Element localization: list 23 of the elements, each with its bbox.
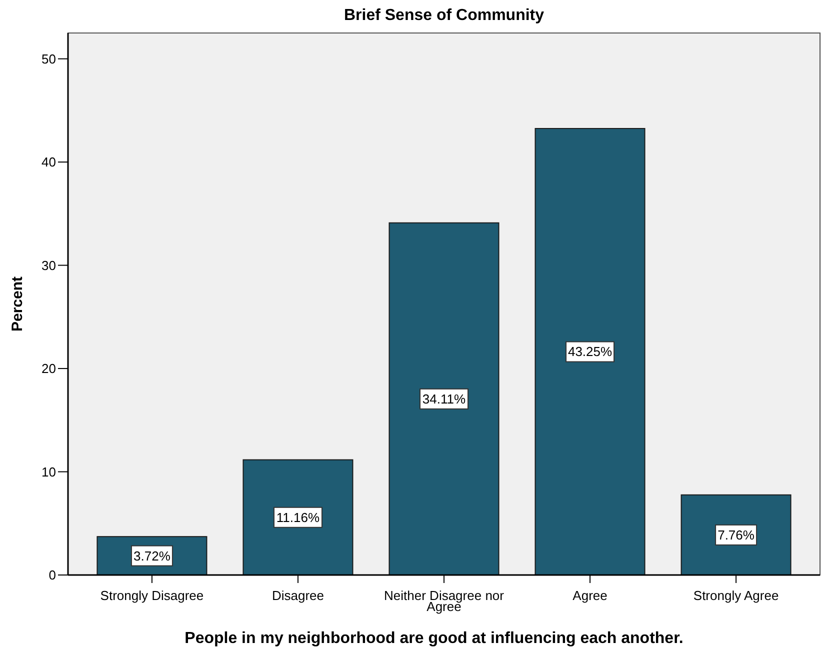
bar — [242, 459, 354, 576]
y-tick-label: 10 — [42, 464, 56, 480]
y-tick-label: 0 — [48, 568, 56, 582]
y-axis-title: Percent — [9, 276, 26, 332]
bar — [534, 128, 646, 576]
y-tick-label: 30 — [42, 258, 56, 273]
x-tick-label: Agree — [572, 588, 608, 603]
data-label: 11.16% — [276, 510, 320, 525]
data-label: 7.76% — [718, 527, 755, 542]
x-tick-label: Neither Disagree nor Agree — [384, 588, 505, 614]
y-tick-label: 20 — [42, 361, 56, 376]
chart-title: Brief Sense of Community — [344, 7, 544, 24]
y-tick-label: 40 — [42, 154, 56, 170]
x-axis-title: People in my neighborhood are good at influencing each another. — [184, 630, 684, 647]
data-label: 3.72% — [134, 548, 171, 564]
bar — [680, 494, 792, 576]
x-tick-label: Disagree — [272, 588, 324, 603]
bar — [388, 222, 500, 576]
x-tick-label: Strongly Disagree — [100, 588, 204, 603]
data-label: 43.25% — [568, 344, 613, 360]
y-tick-label: 50 — [42, 51, 56, 66]
x-tick-label: Strongly Agree — [693, 588, 779, 603]
data-label: 34.11% — [422, 391, 466, 406]
